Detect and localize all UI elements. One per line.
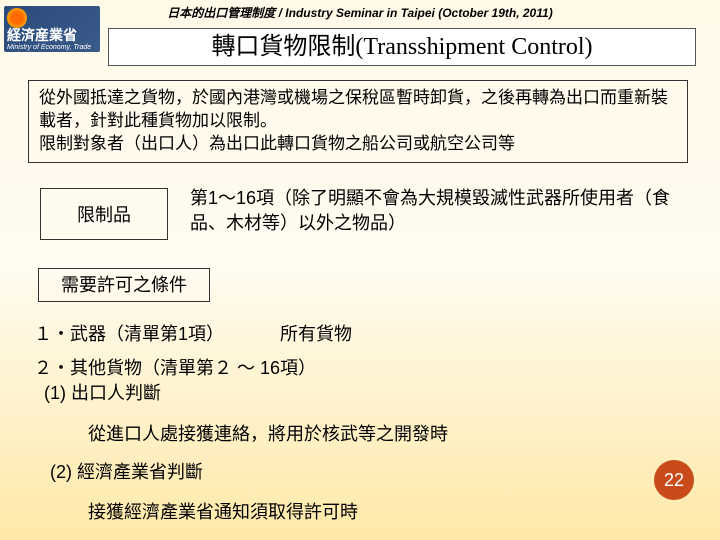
seminar-header: 日本的出口管理制度 / Industry Seminar in Taipei (… — [0, 4, 720, 21]
condition-2-title: ２・其他貨物（清單第２ ～ 16項） — [34, 358, 316, 378]
condition-1-note: 所有貨物 — [280, 320, 352, 346]
page-number: 22 — [654, 460, 694, 500]
restricted-items-text: 第1～16項（除了明顯不會為大規模毀滅性武器所使用者（食品、木材等）以外之物品） — [190, 186, 698, 236]
description-text: 從外國抵達之貨物，於國內港灣或機場之保稅區暫時卸貨，之後再轉為出口而重新裝載者，… — [39, 88, 668, 153]
condition-2-sub1: (1) 出口人判斷 — [44, 383, 161, 403]
description-box: 從外國抵達之貨物，於國內港灣或機場之保稅區暫時卸貨，之後再轉為出口而重新裝載者，… — [28, 80, 688, 163]
condition-2-sub1-text: 從進口人處接獲連絡，將用於核武等之開發時 — [88, 420, 448, 446]
condition-1: １・武器（清單第1項） — [34, 320, 224, 346]
conditions-label: 需要許可之條件 — [38, 268, 210, 302]
condition-2: ２・其他貨物（清單第２ ～ 16項） (1) 出口人判斷 — [34, 356, 316, 406]
logo-en: Ministry of Economy, Trade and Industry — [7, 44, 97, 59]
condition-2-sub2-text: 接獲經濟產業省通知須取得許可時 — [88, 498, 358, 524]
logo-cn: 経済産業省 — [7, 28, 77, 43]
page-title: 轉口貨物限制(Transshipment Control) — [108, 28, 696, 66]
restricted-items-label: 限制品 — [40, 188, 168, 240]
condition-2-sub2: (2) 經濟產業省判斷 — [50, 458, 203, 484]
